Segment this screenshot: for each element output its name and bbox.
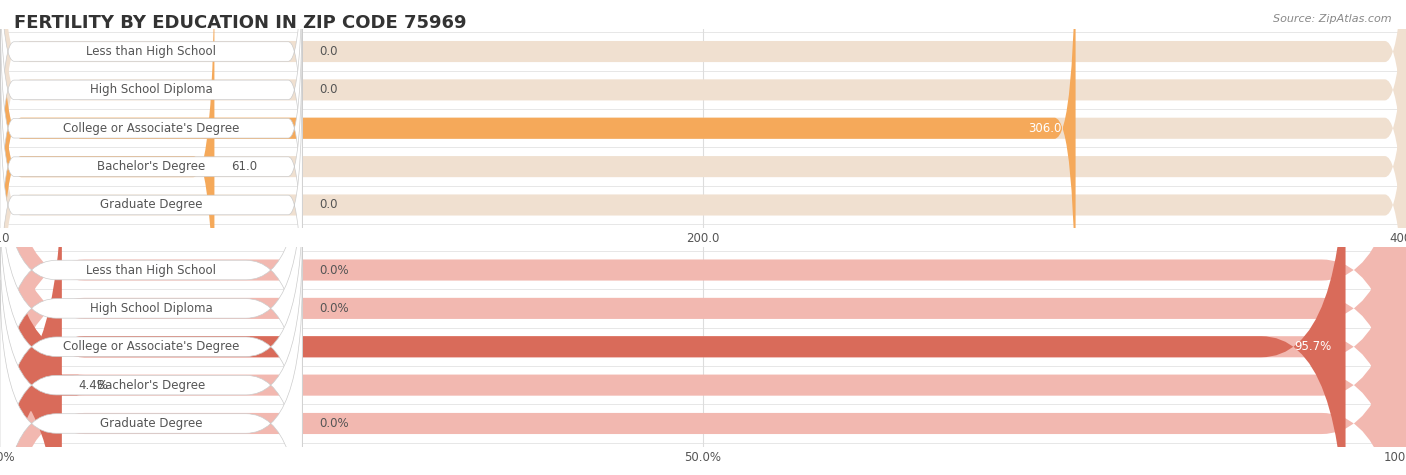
FancyBboxPatch shape xyxy=(0,127,1346,475)
Text: 0.0%: 0.0% xyxy=(319,302,349,315)
Text: Less than High School: Less than High School xyxy=(86,45,217,58)
Text: College or Associate's Degree: College or Associate's Degree xyxy=(63,340,239,353)
FancyBboxPatch shape xyxy=(0,23,302,310)
Text: 0.0%: 0.0% xyxy=(319,264,349,276)
FancyBboxPatch shape xyxy=(0,127,1406,475)
FancyBboxPatch shape xyxy=(0,0,1406,386)
Text: 0.0: 0.0 xyxy=(319,84,337,96)
FancyBboxPatch shape xyxy=(0,280,302,475)
FancyBboxPatch shape xyxy=(0,89,1406,475)
FancyBboxPatch shape xyxy=(0,0,1406,271)
Text: 0.0: 0.0 xyxy=(319,45,337,58)
Text: 0.0%: 0.0% xyxy=(319,417,349,430)
Text: Source: ZipAtlas.com: Source: ZipAtlas.com xyxy=(1274,14,1392,24)
FancyBboxPatch shape xyxy=(0,0,302,195)
Text: High School Diploma: High School Diploma xyxy=(90,84,212,96)
FancyBboxPatch shape xyxy=(0,0,302,234)
Text: Graduate Degree: Graduate Degree xyxy=(100,417,202,430)
FancyBboxPatch shape xyxy=(0,0,1406,348)
Text: Bachelor's Degree: Bachelor's Degree xyxy=(97,160,205,173)
FancyBboxPatch shape xyxy=(0,165,302,452)
FancyBboxPatch shape xyxy=(0,165,84,475)
FancyBboxPatch shape xyxy=(0,241,302,475)
Text: Less than High School: Less than High School xyxy=(86,264,217,276)
FancyBboxPatch shape xyxy=(0,0,1406,310)
Text: Bachelor's Degree: Bachelor's Degree xyxy=(97,379,205,391)
FancyBboxPatch shape xyxy=(0,61,302,349)
Text: 306.0: 306.0 xyxy=(1028,122,1062,135)
Text: Graduate Degree: Graduate Degree xyxy=(100,199,202,211)
Text: FERTILITY BY EDUCATION IN ZIP CODE 75969: FERTILITY BY EDUCATION IN ZIP CODE 75969 xyxy=(14,14,467,32)
FancyBboxPatch shape xyxy=(0,204,1406,475)
Text: 95.7%: 95.7% xyxy=(1295,340,1331,353)
FancyBboxPatch shape xyxy=(0,126,302,414)
FancyBboxPatch shape xyxy=(0,0,1406,425)
Text: 0.0: 0.0 xyxy=(319,199,337,211)
FancyBboxPatch shape xyxy=(0,0,215,386)
FancyBboxPatch shape xyxy=(0,203,302,475)
Text: 61.0: 61.0 xyxy=(231,160,257,173)
FancyBboxPatch shape xyxy=(0,0,1076,348)
Text: College or Associate's Degree: College or Associate's Degree xyxy=(63,122,239,135)
FancyBboxPatch shape xyxy=(0,0,302,272)
FancyBboxPatch shape xyxy=(0,165,1406,475)
Text: High School Diploma: High School Diploma xyxy=(90,302,212,315)
Text: 4.4%: 4.4% xyxy=(79,379,108,391)
FancyBboxPatch shape xyxy=(0,50,1406,475)
